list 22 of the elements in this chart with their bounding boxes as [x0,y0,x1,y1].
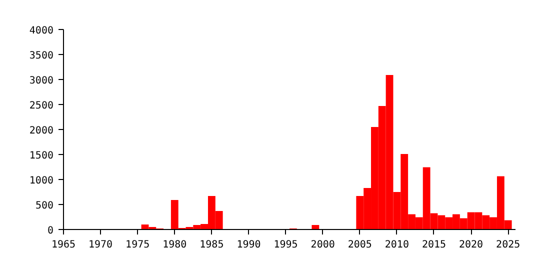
x-tick-label: 2010 [384,240,409,250]
x-tick-label: 2015 [422,240,446,250]
x-tick-label: 1975 [126,240,150,250]
y-tick-label: 500 [35,200,54,212]
x-tick-label: 2020 [459,240,484,250]
x-tick-label: 1980 [162,240,187,250]
x-tick-label: 2025 [496,240,520,250]
x-tick-label: 1990 [236,240,261,250]
y-tick-label: 2500 [29,100,54,112]
x-tick-label: 1995 [274,240,298,250]
y-tick-label: 1000 [29,176,54,186]
y-tick-label: 2000 [29,126,54,136]
x-tick-label: 1970 [88,240,113,250]
y-tick-label: 0 [47,226,54,236]
y-tick-label: 3000 [29,76,54,86]
y-tick-label: 1500 [29,150,54,162]
y-tick-label: 4000 [29,26,54,36]
y-tick-label: 3500 [29,50,54,62]
x-tick-label: 1985 [200,240,224,250]
x-tick-label: 1965 [51,240,76,250]
x-tick-label: 2005 [348,240,372,250]
x-tick-label: 2000 [310,240,335,250]
